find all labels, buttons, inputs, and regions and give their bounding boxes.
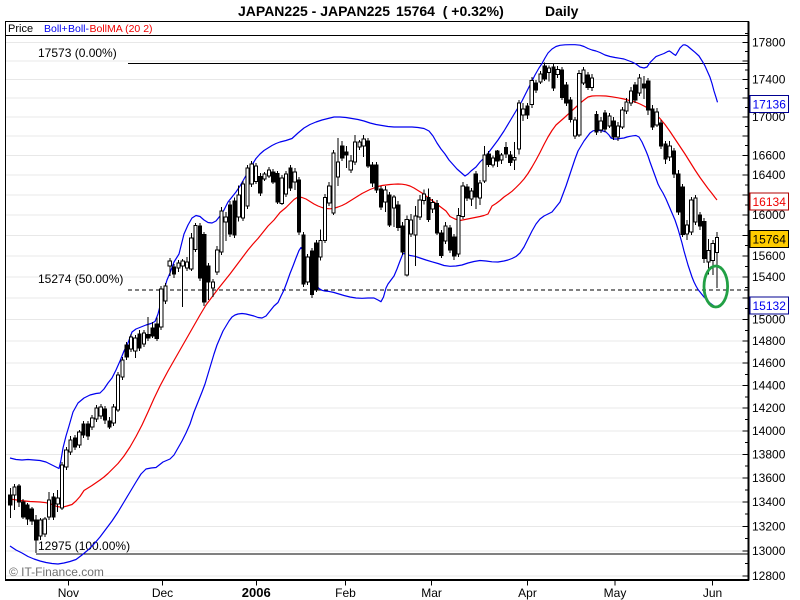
svg-text:13200: 13200 <box>752 519 786 533</box>
svg-text:15764 ( +0.32%): 15764 ( +0.32%) <box>396 3 504 19</box>
svg-text:14400: 14400 <box>752 379 786 393</box>
svg-text:Nov: Nov <box>58 586 79 600</box>
svg-text:16134: 16134 <box>753 195 787 209</box>
svg-text:14800: 14800 <box>752 334 786 348</box>
svg-text:2006: 2006 <box>242 585 271 600</box>
svg-text:JAPAN225 - JAPAN225: JAPAN225 - JAPAN225 <box>238 3 390 19</box>
svg-text:17573 (0.00%): 17573 (0.00%) <box>38 46 117 60</box>
svg-text:17400: 17400 <box>752 72 786 86</box>
svg-text:Mar: Mar <box>421 586 442 600</box>
svg-text:16600: 16600 <box>752 149 786 163</box>
svg-text:12800: 12800 <box>752 569 786 583</box>
svg-text:12975 (100.00%): 12975 (100.00%) <box>38 539 130 553</box>
svg-text:Feb: Feb <box>335 586 356 600</box>
svg-text:Apr: Apr <box>518 586 537 600</box>
svg-text:13800: 13800 <box>752 447 786 461</box>
svg-text:Boll+: Boll+ <box>44 23 68 35</box>
svg-text:15764: 15764 <box>753 233 787 247</box>
svg-text:© IT-Finance.com: © IT-Finance.com <box>9 565 104 579</box>
svg-text:May: May <box>604 586 627 600</box>
svg-text:13600: 13600 <box>752 471 786 485</box>
svg-text:15600: 15600 <box>752 249 786 263</box>
svg-text:Boll-: Boll- <box>68 23 90 35</box>
svg-text:Price: Price <box>8 23 33 35</box>
svg-text:13000: 13000 <box>752 544 786 558</box>
svg-text:15400: 15400 <box>752 270 786 284</box>
svg-text:14600: 14600 <box>752 356 786 370</box>
svg-text:15274 (50.00%): 15274 (50.00%) <box>38 272 123 286</box>
svg-text:15000: 15000 <box>752 313 786 327</box>
svg-text:15132: 15132 <box>753 299 787 313</box>
svg-text:16000: 16000 <box>752 208 786 222</box>
svg-text:14200: 14200 <box>752 401 786 415</box>
svg-text:14000: 14000 <box>752 424 786 438</box>
svg-text:Jun: Jun <box>703 586 722 600</box>
svg-text:Daily: Daily <box>545 3 579 19</box>
svg-text:17800: 17800 <box>752 36 786 50</box>
svg-text:17136: 17136 <box>753 98 787 112</box>
svg-text:Dec: Dec <box>152 586 173 600</box>
svg-text:17000: 17000 <box>752 110 786 124</box>
svg-text:16400: 16400 <box>752 168 786 182</box>
svg-text:13400: 13400 <box>752 495 786 509</box>
svg-text:BollMA (20 2): BollMA (20 2) <box>90 23 153 35</box>
